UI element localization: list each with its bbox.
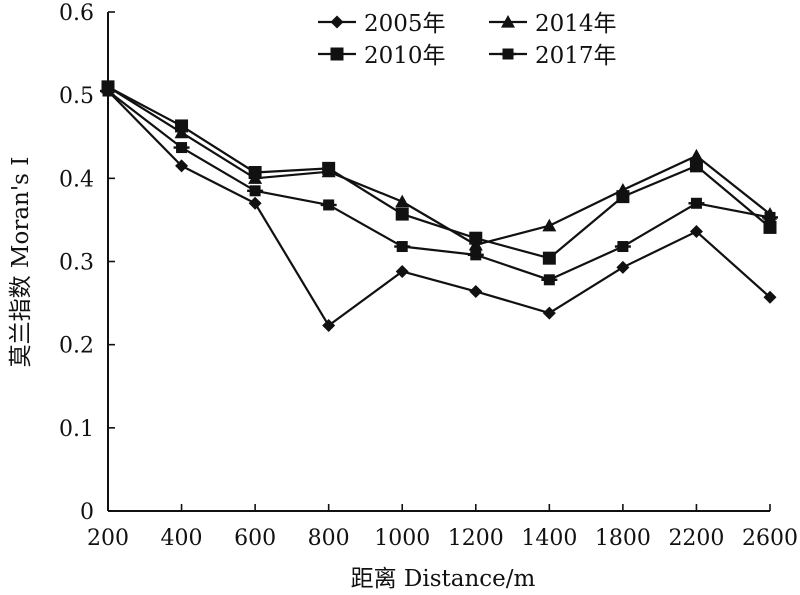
legend-item: 2010年 <box>318 43 446 69</box>
x-tick-label: 2200 <box>668 526 724 551</box>
series-line <box>107 85 771 246</box>
data-point-bar <box>467 253 484 257</box>
axes <box>107 12 770 512</box>
data-point <box>395 264 409 278</box>
data-point-bar <box>173 146 190 149</box>
data-point-bar <box>247 189 264 193</box>
data-point-bar <box>100 89 116 93</box>
legend-item: 2005年 <box>318 11 446 37</box>
y-tick-label: 0.5 <box>59 84 94 109</box>
data-point <box>616 190 630 204</box>
series-3 <box>101 80 777 265</box>
series-4 <box>100 85 778 286</box>
legend-item: 2014年 <box>489 11 617 37</box>
y-axis-title: 莫兰指数 Moran's I <box>8 157 34 368</box>
series-layer <box>100 79 778 333</box>
y-axis-ticks: 0 0.1 0.2 0.3 0.4 0.5 0.6 <box>59 1 115 525</box>
x-tick-label: 1800 <box>595 526 651 551</box>
data-point <box>175 159 189 173</box>
data-point <box>469 284 483 298</box>
series-line <box>107 90 771 327</box>
x-tick-label: 800 <box>308 526 350 551</box>
legend-marker <box>330 15 344 29</box>
data-point-bar <box>541 278 558 281</box>
series-1 <box>101 84 777 333</box>
data-point <box>689 159 703 173</box>
data-point <box>689 148 704 162</box>
y-tick-label: 0.6 <box>59 1 94 26</box>
y-tick-label: 0 <box>80 500 94 525</box>
legend: 2005年 2014年 2010年 2017年 <box>318 11 617 69</box>
legend-label: 2014年 <box>535 11 617 37</box>
legend-marker <box>501 15 515 28</box>
data-point <box>248 166 262 180</box>
data-point-bar <box>320 203 337 207</box>
data-point <box>322 319 336 333</box>
x-tick-label: 1000 <box>374 526 430 551</box>
data-point <box>469 231 483 245</box>
data-point <box>763 290 777 304</box>
y-tick-label: 0.4 <box>59 167 94 192</box>
legend-marker <box>330 47 344 61</box>
data-point <box>689 225 703 239</box>
legend-marker-bar <box>500 52 516 56</box>
x-axis-title: 距离 Distance/m <box>351 566 536 592</box>
data-point <box>322 161 336 175</box>
x-tick-label: 2600 <box>742 526 798 551</box>
data-point <box>542 218 557 232</box>
legend-label: 2010年 <box>364 43 446 69</box>
x-tick-label: 200 <box>87 526 129 551</box>
x-tick-label: 400 <box>161 526 203 551</box>
legend-item: 2017年 <box>489 43 617 69</box>
data-point-bar <box>688 202 705 205</box>
legend-label: 2005年 <box>364 11 446 37</box>
data-point <box>763 220 777 234</box>
series-line <box>107 90 771 281</box>
data-point <box>542 251 556 265</box>
y-tick-label: 0.2 <box>59 334 94 359</box>
x-tick-label: 1400 <box>521 526 577 551</box>
data-point-bar <box>394 245 411 248</box>
series-2 <box>101 79 777 251</box>
data-point <box>616 260 630 274</box>
data-point-bar <box>762 216 778 219</box>
y-tick-label: 0.1 <box>59 417 94 442</box>
data-point <box>395 207 409 221</box>
data-point <box>542 306 556 320</box>
x-axis-ticks: 200 400 600 800 1000 1200 1400 1800 2200 2600 <box>87 504 798 551</box>
series-line <box>107 85 771 260</box>
data-point-bar <box>614 245 631 248</box>
data-point <box>395 194 410 208</box>
x-tick-label: 600 <box>234 526 276 551</box>
legend-label: 2017年 <box>535 43 617 69</box>
y-tick-label: 0.3 <box>59 251 94 276</box>
data-point <box>175 119 189 133</box>
data-point <box>248 196 262 210</box>
x-tick-label: 1200 <box>448 526 504 551</box>
